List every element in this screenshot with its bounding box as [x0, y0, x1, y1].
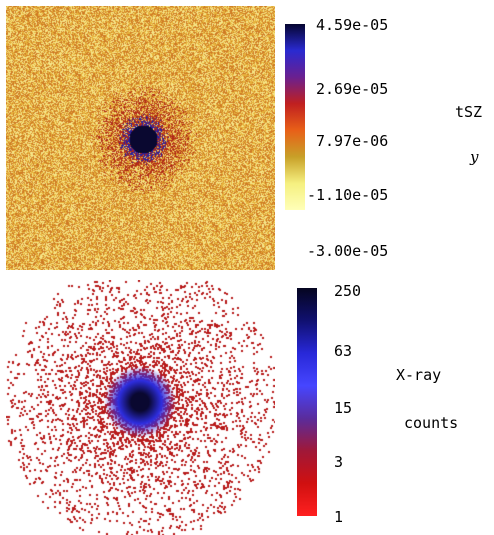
xray-colorbar-tick: 250	[334, 282, 362, 300]
tsz-colorbar-tick: 4.59e-05	[316, 16, 389, 34]
xray-colorbar-tick: 3	[334, 453, 344, 471]
tsz-colorbar-tick: -1.10e-05	[307, 186, 389, 204]
xray-colorbar-tick: 1	[334, 508, 344, 526]
tsz-colorbar-tick: 7.97e-06	[316, 132, 389, 150]
tsz-colorbar	[285, 24, 305, 210]
xray-label: X-ray	[396, 366, 442, 384]
tsz-map-image	[6, 6, 275, 270]
xray-colorbar	[297, 288, 317, 516]
tsz-label: tSZ	[455, 103, 483, 121]
xray-counts-label: counts	[404, 414, 459, 432]
xray-colorbar-tick: 63	[334, 342, 353, 360]
tsz-colorbar-tick: -3.00e-05	[307, 242, 389, 260]
xray-colorbar-tick: 15	[334, 399, 353, 417]
tsz-colorbar-tick: 2.69e-05	[316, 80, 389, 98]
tsz-y-label: y	[470, 148, 479, 166]
xray-map-image	[6, 280, 275, 535]
